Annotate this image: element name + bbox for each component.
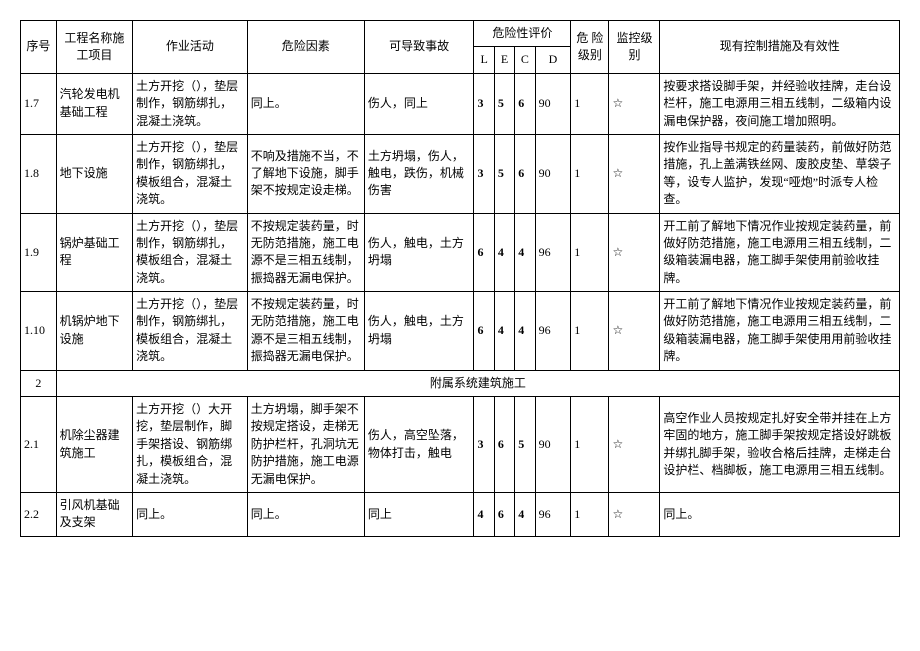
cell-E: 4 — [494, 292, 514, 371]
h-mon: 监控级别 — [609, 21, 660, 74]
cell-seq: 2.1 — [21, 397, 57, 493]
h-eval: 危险性评价 — [474, 21, 571, 47]
cell-risk: 同上。 — [247, 73, 364, 134]
h-seq: 序号 — [21, 21, 57, 74]
cell-seq: 1.8 — [21, 134, 57, 213]
cell-C: 5 — [515, 397, 535, 493]
cell-lvl: 1 — [571, 213, 609, 292]
table-row: 1.9锅炉基础工程土方开挖（），垫层制作，钢筋绑扎，模板组合，混凝土浇筑。不按规… — [21, 213, 900, 292]
cell-seq: 1.10 — [21, 292, 57, 371]
cell-acc: 伤人，触电，土方坍塌 — [364, 292, 474, 371]
cell-ctrl: 按作业指导书规定的药量装药，前做好防范措施，孔上盖满铁丝网、废胶皮垫、草袋子等，… — [660, 134, 900, 213]
h-acc: 可导致事故 — [364, 21, 474, 74]
cell-risk: 不按规定装药量，时无防范措施，施工电源不是三相五线制，振捣器无漏电保护。 — [247, 292, 364, 371]
cell-proj: 引风机基础及支架 — [56, 492, 132, 536]
h-C: C — [515, 47, 535, 73]
h-E: E — [494, 47, 514, 73]
cell-proj: 锅炉基础工程 — [56, 213, 132, 292]
cell-D: 90 — [535, 134, 571, 213]
cell-acc: 伤人，同上 — [364, 73, 474, 134]
cell-ctrl: 按要求搭设脚手架，并经验收挂牌，走台设栏杆，施工电源用三相五线制，二级箱内设漏电… — [660, 73, 900, 134]
cell-risk: 不按规定装药量，时无防范措施，施工电源不是三相五线制，振捣器无漏电保护。 — [247, 213, 364, 292]
table-row: 1.7汽轮发电机基础工程土方开挖（），垫层制作，钢筋绑扎，混凝土浇筑。同上。伤人… — [21, 73, 900, 134]
cell-acc: 伤人，高空坠落，物体打击，触电 — [364, 397, 474, 493]
cell-D: 90 — [535, 73, 571, 134]
cell-E: 6 — [494, 492, 514, 536]
cell-C: 4 — [515, 292, 535, 371]
cell-proj: 机除尘器建筑施工 — [56, 397, 132, 493]
cell-C: 6 — [515, 134, 535, 213]
cell-L: 3 — [474, 73, 494, 134]
header-row-1: 序号 工程名称施工项目 作业活动 危险因素 可导致事故 危险性评价 危 险级别 … — [21, 21, 900, 47]
cell-D: 96 — [535, 213, 571, 292]
cell-risk: 同上。 — [247, 492, 364, 536]
cell-seq: 1.9 — [21, 213, 57, 292]
cell-acc: 伤人，触电，土方坍塌 — [364, 213, 474, 292]
cell-proj: 机锅炉地下设施 — [56, 292, 132, 371]
cell-C: 6 — [515, 73, 535, 134]
cell-L: 6 — [474, 292, 494, 371]
cell-C: 4 — [515, 213, 535, 292]
cell-mon: ☆ — [609, 397, 660, 493]
h-proj: 工程名称施工项目 — [56, 21, 132, 74]
section-seq: 2 — [21, 370, 57, 396]
h-L: L — [474, 47, 494, 73]
cell-lvl: 1 — [571, 73, 609, 134]
cell-lvl: 1 — [571, 292, 609, 371]
cell-L: 3 — [474, 397, 494, 493]
cell-ctrl: 开工前了解地下情况作业按规定装药量，前做好防范措施，施工电源用三相五线制，二级箱… — [660, 213, 900, 292]
cell-L: 4 — [474, 492, 494, 536]
cell-C: 4 — [515, 492, 535, 536]
cell-D: 90 — [535, 397, 571, 493]
h-ctrl: 现有控制措施及有效性 — [660, 21, 900, 74]
cell-ctrl: 开工前了解地下情况作业按规定装药量，前做好防范措施，施工电源用三相五线制，二级箱… — [660, 292, 900, 371]
cell-acc: 同上 — [364, 492, 474, 536]
cell-mon: ☆ — [609, 213, 660, 292]
cell-lvl: 1 — [571, 397, 609, 493]
cell-E: 5 — [494, 134, 514, 213]
cell-E: 5 — [494, 73, 514, 134]
h-risk: 危险因素 — [247, 21, 364, 74]
cell-risk: 土方坍塌，脚手架不按规定搭设，走梯无防护栏杆，孔洞坑无防护措施，施工电源无漏电保… — [247, 397, 364, 493]
cell-act: 同上。 — [133, 492, 248, 536]
section-row: 2附属系统建筑施工 — [21, 370, 900, 396]
cell-E: 6 — [494, 397, 514, 493]
cell-act: 土方开挖（），垫层制作，钢筋绑扎，模板组合，混凝土浇筑。 — [133, 213, 248, 292]
cell-L: 6 — [474, 213, 494, 292]
risk-table: 序号 工程名称施工项目 作业活动 危险因素 可导致事故 危险性评价 危 险级别 … — [20, 20, 900, 537]
cell-act: 土方开挖（），垫层制作，钢筋绑扎，模板组合，混凝土浇筑。 — [133, 134, 248, 213]
h-act: 作业活动 — [133, 21, 248, 74]
cell-seq: 1.7 — [21, 73, 57, 134]
cell-proj: 地下设施 — [56, 134, 132, 213]
cell-ctrl: 同上。 — [660, 492, 900, 536]
cell-mon: ☆ — [609, 292, 660, 371]
cell-D: 96 — [535, 292, 571, 371]
cell-act: 土方开挖（）大开挖，垫层制作，脚手架搭设、钢筋绑扎，模板组合，混凝土浇筑。 — [133, 397, 248, 493]
table-row: 2.2引风机基础及支架同上。同上。同上464961☆同上。 — [21, 492, 900, 536]
table-row: 1.10机锅炉地下设施土方开挖（），垫层制作，钢筋绑扎，模板组合，混凝土浇筑。不… — [21, 292, 900, 371]
cell-acc: 土方坍塌，伤人，触电，跌伤，机械伤害 — [364, 134, 474, 213]
table-row: 2.1机除尘器建筑施工土方开挖（）大开挖，垫层制作，脚手架搭设、钢筋绑扎，模板组… — [21, 397, 900, 493]
h-lvl: 危 险级别 — [571, 21, 609, 74]
cell-E: 4 — [494, 213, 514, 292]
cell-L: 3 — [474, 134, 494, 213]
table-row: 1.8地下设施土方开挖（），垫层制作，钢筋绑扎，模板组合，混凝土浇筑。不响及措施… — [21, 134, 900, 213]
cell-act: 土方开挖（），垫层制作，钢筋绑扎，混凝土浇筑。 — [133, 73, 248, 134]
cell-mon: ☆ — [609, 492, 660, 536]
cell-risk: 不响及措施不当，不了解地下设施，脚手架不按规定设走梯。 — [247, 134, 364, 213]
cell-D: 96 — [535, 492, 571, 536]
cell-lvl: 1 — [571, 134, 609, 213]
cell-seq: 2.2 — [21, 492, 57, 536]
cell-act: 土方开挖（），垫层制作，钢筋绑扎，模板组合，混凝土浇筑。 — [133, 292, 248, 371]
cell-mon: ☆ — [609, 134, 660, 213]
h-D: D — [535, 47, 571, 73]
section-title: 附属系统建筑施工 — [56, 370, 899, 396]
cell-ctrl: 高空作业人员按规定扎好安全带并挂在上方牢固的地方，施工脚手架按规定搭设好跳板并绑… — [660, 397, 900, 493]
cell-lvl: 1 — [571, 492, 609, 536]
cell-mon: ☆ — [609, 73, 660, 134]
table-body: 1.7汽轮发电机基础工程土方开挖（），垫层制作，钢筋绑扎，混凝土浇筑。同上。伤人… — [21, 73, 900, 536]
cell-proj: 汽轮发电机基础工程 — [56, 73, 132, 134]
